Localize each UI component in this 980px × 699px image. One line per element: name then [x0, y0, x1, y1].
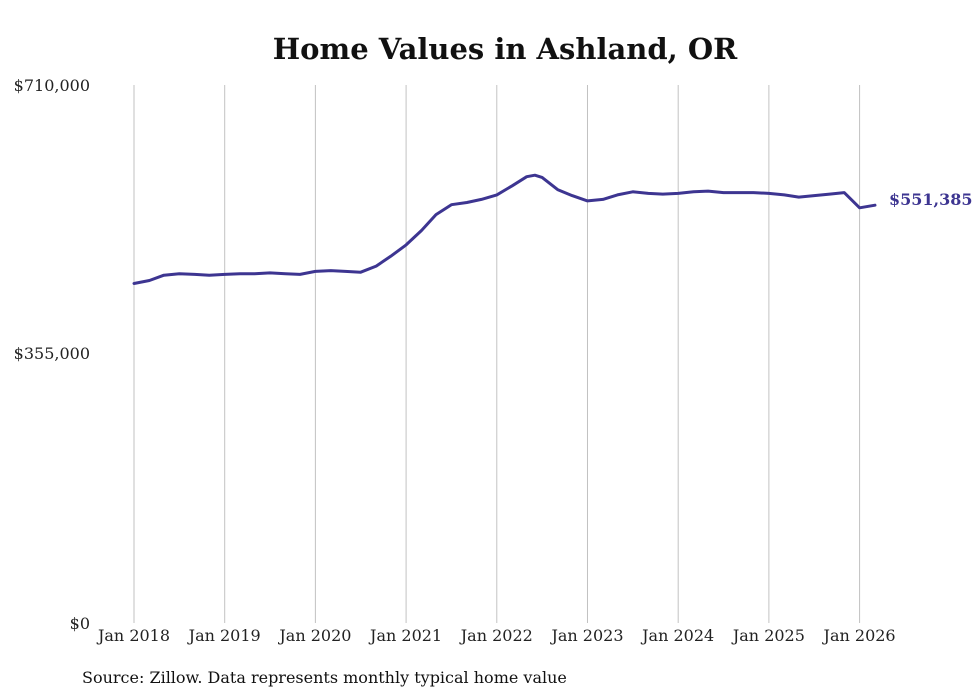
- y-tick-label: $355,000: [14, 344, 90, 363]
- x-tick-label: Jan 2019: [187, 626, 261, 645]
- source-note: Source: Zillow. Data represents monthly …: [82, 668, 567, 687]
- x-tick-label: Jan 2020: [277, 626, 351, 645]
- x-tick-label: Jan 2023: [549, 626, 623, 645]
- y-tick-label: $0: [70, 614, 90, 633]
- x-axis-ticks: Jan 2018 Jan 2019 Jan 2020 Jan 2021 Jan 2022…: [96, 626, 896, 645]
- y-axis-ticks: $710,000 $355,000 $0: [14, 76, 90, 633]
- data-labels: $551,385: [889, 190, 973, 209]
- y-tick-label: $710,000: [14, 76, 90, 95]
- x-tick-label: Jan 2026: [822, 626, 896, 645]
- gridlines: [133, 85, 861, 623]
- x-tick-label: Jan 2024: [640, 626, 714, 645]
- x-tick-label: Jan 2021: [368, 626, 442, 645]
- x-tick-label: Jan 2025: [731, 626, 805, 645]
- chart-title: Home Values in Ashland, OR: [272, 32, 738, 66]
- x-tick-label: Jan 2022: [459, 626, 533, 645]
- series: [132, 173, 877, 285]
- series-line: [132, 173, 877, 285]
- end-value-label: $551,385: [889, 190, 973, 209]
- x-tick-label: Jan 2018: [96, 626, 170, 645]
